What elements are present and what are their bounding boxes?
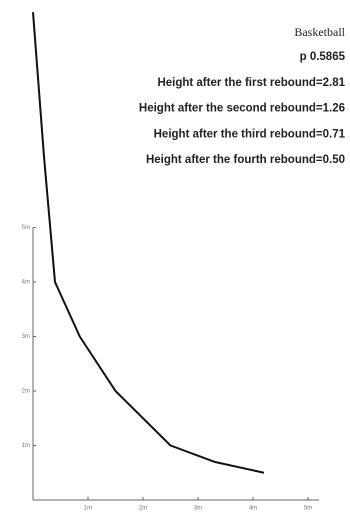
y-tick-label: 4m — [22, 280, 30, 286]
x-tick-label: 1m — [84, 506, 92, 512]
x-tick-label: 2m — [139, 506, 147, 512]
x-tick-label: 4m — [249, 506, 257, 512]
annotation: Height after the fourth rebound=0.50 — [146, 154, 345, 166]
y-tick-label: 1m — [22, 443, 30, 449]
annotation: Height after the third rebound=0.71 — [154, 128, 346, 140]
x-tick-label: 5m — [304, 506, 312, 512]
annotation: Height after the second rebound=1.26 — [139, 103, 345, 115]
annotation: p 0.5865 — [300, 51, 346, 63]
y-tick-label: 2m — [22, 389, 30, 395]
line — [32, 12, 265, 474]
y-tick-label: 3m — [22, 334, 30, 340]
x-tick-label: 3m — [194, 506, 202, 512]
y-tick-label: 5m — [22, 225, 30, 231]
chart-title: Basketball — [294, 25, 345, 39]
annotation: Height after the first rebound=2.81 — [157, 77, 345, 89]
